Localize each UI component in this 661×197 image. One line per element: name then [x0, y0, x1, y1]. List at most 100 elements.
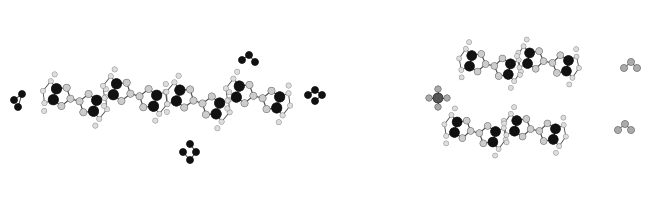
Circle shape — [557, 144, 562, 149]
Circle shape — [518, 72, 522, 77]
Circle shape — [263, 106, 270, 113]
Circle shape — [63, 84, 70, 91]
Circle shape — [502, 121, 507, 126]
Circle shape — [250, 92, 257, 99]
Circle shape — [272, 103, 282, 113]
Circle shape — [576, 65, 582, 71]
Circle shape — [564, 56, 573, 65]
Circle shape — [311, 98, 319, 104]
Circle shape — [532, 65, 539, 72]
Circle shape — [501, 125, 506, 131]
Circle shape — [192, 149, 200, 155]
Circle shape — [48, 95, 59, 105]
Circle shape — [467, 51, 477, 60]
Circle shape — [319, 91, 325, 98]
Circle shape — [510, 126, 520, 136]
Circle shape — [517, 65, 522, 70]
Circle shape — [495, 73, 502, 79]
Circle shape — [19, 90, 26, 98]
Circle shape — [621, 64, 627, 72]
Circle shape — [485, 123, 491, 129]
Circle shape — [548, 134, 558, 144]
Circle shape — [459, 135, 466, 141]
Circle shape — [145, 85, 152, 93]
Circle shape — [202, 111, 210, 118]
Circle shape — [108, 89, 118, 100]
Circle shape — [506, 59, 516, 69]
Circle shape — [85, 90, 92, 98]
Circle shape — [42, 108, 47, 114]
Circle shape — [627, 59, 635, 65]
Circle shape — [111, 79, 122, 89]
Circle shape — [127, 90, 134, 97]
Circle shape — [518, 69, 524, 74]
Circle shape — [480, 140, 486, 147]
Circle shape — [574, 54, 579, 59]
Circle shape — [514, 53, 520, 59]
Circle shape — [172, 80, 177, 85]
Circle shape — [516, 58, 521, 63]
Circle shape — [190, 97, 197, 104]
Circle shape — [251, 59, 258, 65]
Circle shape — [165, 101, 170, 107]
Circle shape — [241, 100, 248, 107]
Circle shape — [118, 97, 125, 105]
Circle shape — [459, 67, 464, 72]
Circle shape — [305, 91, 311, 98]
Circle shape — [102, 95, 107, 101]
Circle shape — [544, 120, 551, 127]
Circle shape — [492, 153, 498, 158]
Circle shape — [208, 93, 215, 100]
Circle shape — [104, 107, 110, 112]
Circle shape — [58, 102, 65, 110]
Circle shape — [231, 76, 236, 81]
Circle shape — [490, 127, 500, 137]
Circle shape — [199, 100, 206, 107]
Circle shape — [467, 127, 474, 134]
Circle shape — [286, 83, 292, 88]
Circle shape — [561, 66, 571, 76]
Circle shape — [245, 51, 253, 59]
Circle shape — [246, 81, 253, 88]
Circle shape — [180, 104, 188, 111]
Circle shape — [549, 59, 556, 66]
Circle shape — [311, 86, 319, 94]
Circle shape — [452, 106, 457, 111]
Circle shape — [226, 97, 231, 103]
Circle shape — [463, 46, 469, 51]
Circle shape — [42, 100, 47, 106]
Circle shape — [516, 50, 521, 55]
Circle shape — [459, 75, 464, 80]
Circle shape — [40, 88, 46, 94]
Circle shape — [165, 101, 170, 107]
Circle shape — [449, 112, 454, 117]
Circle shape — [524, 37, 529, 42]
Circle shape — [482, 61, 489, 68]
Circle shape — [501, 118, 506, 123]
Circle shape — [186, 156, 194, 164]
Circle shape — [186, 140, 194, 148]
Circle shape — [52, 84, 61, 94]
Circle shape — [426, 95, 432, 101]
Circle shape — [148, 101, 159, 112]
Circle shape — [474, 68, 481, 75]
Circle shape — [553, 150, 559, 155]
Circle shape — [163, 81, 169, 87]
Circle shape — [444, 95, 450, 101]
Circle shape — [551, 124, 561, 134]
Circle shape — [504, 140, 509, 145]
Circle shape — [11, 97, 17, 103]
Circle shape — [97, 116, 102, 122]
Circle shape — [48, 79, 54, 84]
Circle shape — [633, 64, 641, 72]
Circle shape — [540, 58, 547, 65]
Circle shape — [433, 93, 443, 103]
Circle shape — [523, 115, 529, 122]
Circle shape — [91, 95, 102, 106]
Circle shape — [444, 141, 449, 146]
Circle shape — [223, 86, 229, 91]
Circle shape — [235, 69, 240, 74]
Circle shape — [219, 119, 224, 124]
Circle shape — [463, 117, 470, 124]
Circle shape — [563, 134, 568, 139]
